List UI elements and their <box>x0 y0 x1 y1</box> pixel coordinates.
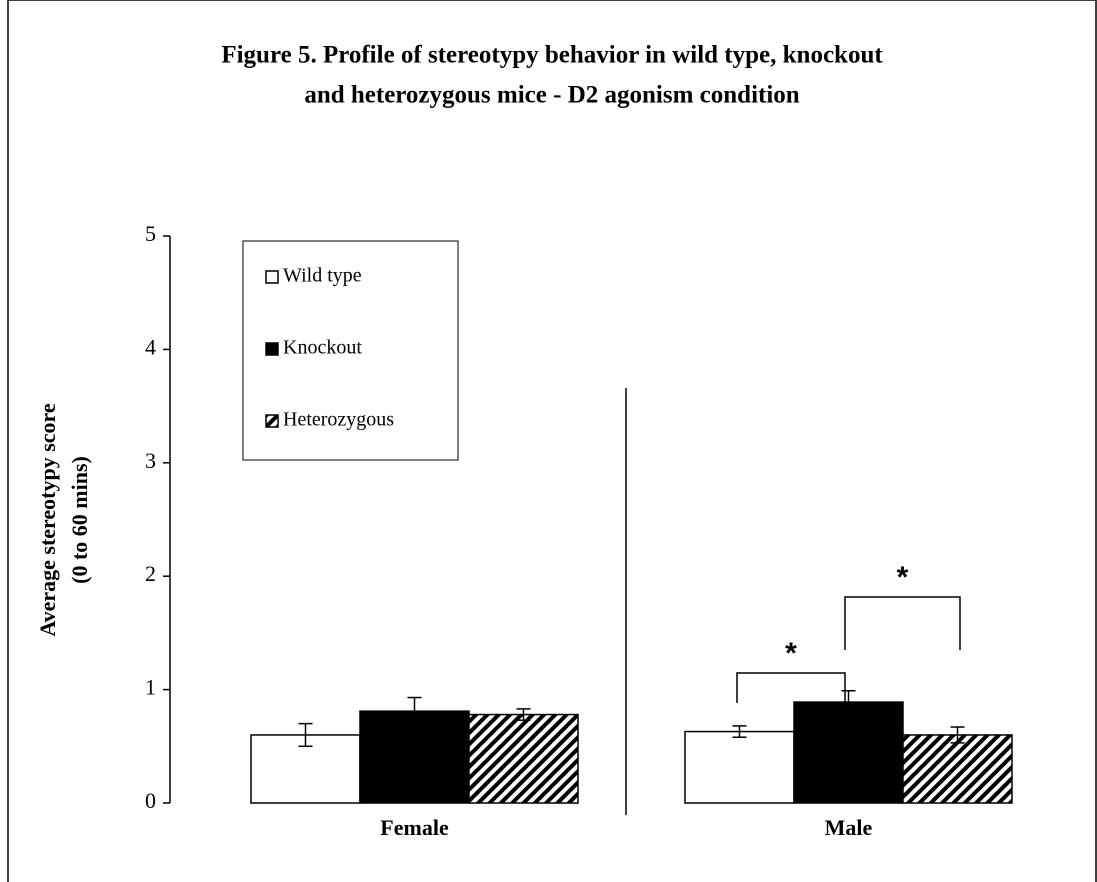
y-tick-label: 2 <box>145 561 156 586</box>
bar <box>468 713 579 804</box>
y-tick-label: 0 <box>145 788 156 813</box>
legend-label: Heterozygous <box>283 409 394 431</box>
significance-bracket <box>736 672 846 703</box>
y-tick-label: 1 <box>145 675 156 700</box>
chart-title: and heterozygous mice - D2 agonism condi… <box>304 82 799 109</box>
chart-title: Figure 5. Profile of stereotypy behavior… <box>221 42 883 69</box>
frame <box>7 0 1097 882</box>
legend-box <box>242 240 459 461</box>
legend-swatch <box>265 414 279 428</box>
y-axis-label: (0 to 60 mins) <box>67 456 92 584</box>
annotation: * <box>785 637 797 670</box>
x-tick-label: Male <box>825 815 873 840</box>
bar <box>359 710 470 804</box>
y-tick-label: 3 <box>145 448 156 473</box>
annotation: * <box>897 561 909 594</box>
significance-bracket <box>844 596 961 650</box>
y-tick-label: 4 <box>145 334 156 359</box>
bar <box>684 730 795 804</box>
bar <box>902 734 1013 804</box>
x-tick-label: Female <box>380 815 449 840</box>
y-axis-label: Average stereotypy score <box>35 403 60 637</box>
legend-label: Wild type <box>283 265 362 287</box>
bar <box>793 701 904 804</box>
legend-swatch <box>265 270 279 284</box>
legend-label: Knockout <box>283 337 362 359</box>
y-tick-label: 5 <box>145 221 156 246</box>
legend-swatch <box>265 342 279 356</box>
